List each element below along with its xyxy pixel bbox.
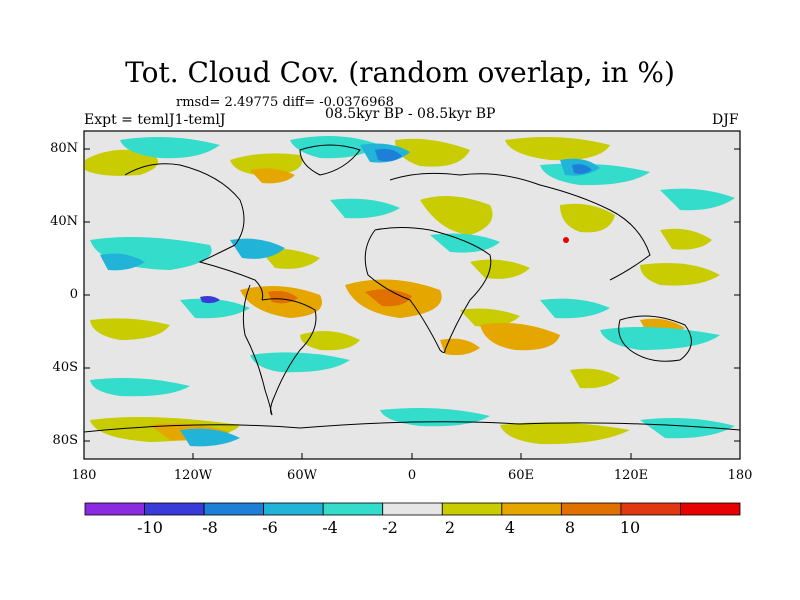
coast-antarctica [84, 421, 740, 433]
coast-south-america-west [242, 284, 273, 416]
positive-anomaly-over-10 [563, 237, 569, 243]
coast-eurasia [389, 172, 651, 281]
colorbar-label: 8 [564, 518, 576, 537]
colorbar-swatch [322, 502, 384, 516]
negative-anomaly-6-8 [375, 148, 592, 174]
stats-text: rmsd= 2.49775 diff= -0.0376968 [176, 95, 394, 110]
colorbar-label: 2 [444, 518, 456, 537]
coast-south-america [261, 298, 317, 416]
coastlines [84, 144, 740, 433]
colorbar-swatch [560, 502, 622, 516]
coast-north-america [124, 163, 264, 301]
x-tick-label: 120W [173, 468, 213, 483]
colorbar-label: -6 [262, 518, 278, 537]
colorbar [84, 502, 741, 516]
experiment-label: Expt = temlJ1-temlJ [84, 112, 226, 128]
colorbar-swatch [144, 502, 205, 516]
colorbar-swatch [382, 502, 443, 516]
colorbar-swatch [84, 502, 145, 516]
coast-africa-west [364, 229, 446, 353]
colorbar-label: 10 [619, 518, 641, 537]
colorbar-swatch [620, 502, 681, 516]
x-tick-label: 0 [407, 468, 417, 483]
anomaly-field [85, 136, 735, 447]
colorbar-label: 4 [504, 518, 516, 537]
colorbar-swatch [441, 502, 503, 516]
colorbar-label: -10 [137, 518, 163, 537]
colorbar-swatch [680, 502, 741, 516]
colorbar-label: -2 [382, 518, 398, 537]
plot-title: Tot. Cloud Cov. (random overlap, in %) [125, 56, 675, 89]
coast-australia [618, 315, 692, 362]
y-tick-label: 80N [50, 141, 78, 156]
colorbar-swatch [203, 502, 265, 516]
axis-ticks [83, 148, 741, 459]
y-tick-label: 0 [69, 287, 78, 302]
colorbar-label: -4 [322, 518, 338, 537]
coast-greenland [299, 144, 361, 176]
colorbar-label: -8 [202, 518, 218, 537]
period-label: 08.5kyr BP - 08.5kyr BP [325, 106, 496, 122]
y-tick-label: 40S [52, 360, 78, 375]
colorbar-swatch [501, 502, 562, 516]
colorbar-swatch [263, 502, 324, 516]
x-tick-label: 180 [727, 468, 753, 483]
y-tick-label: 80S [52, 433, 78, 448]
x-tick-label: 60W [287, 468, 317, 483]
y-tick-label: 40N [50, 214, 78, 229]
negative-anomaly-8-10 [200, 296, 220, 304]
x-tick-label: 180 [71, 468, 97, 483]
season-label: DJF [712, 112, 739, 128]
coast-africa-east [374, 227, 492, 351]
x-tick-label: 120E [613, 468, 649, 483]
x-tick-label: 60E [507, 468, 535, 483]
